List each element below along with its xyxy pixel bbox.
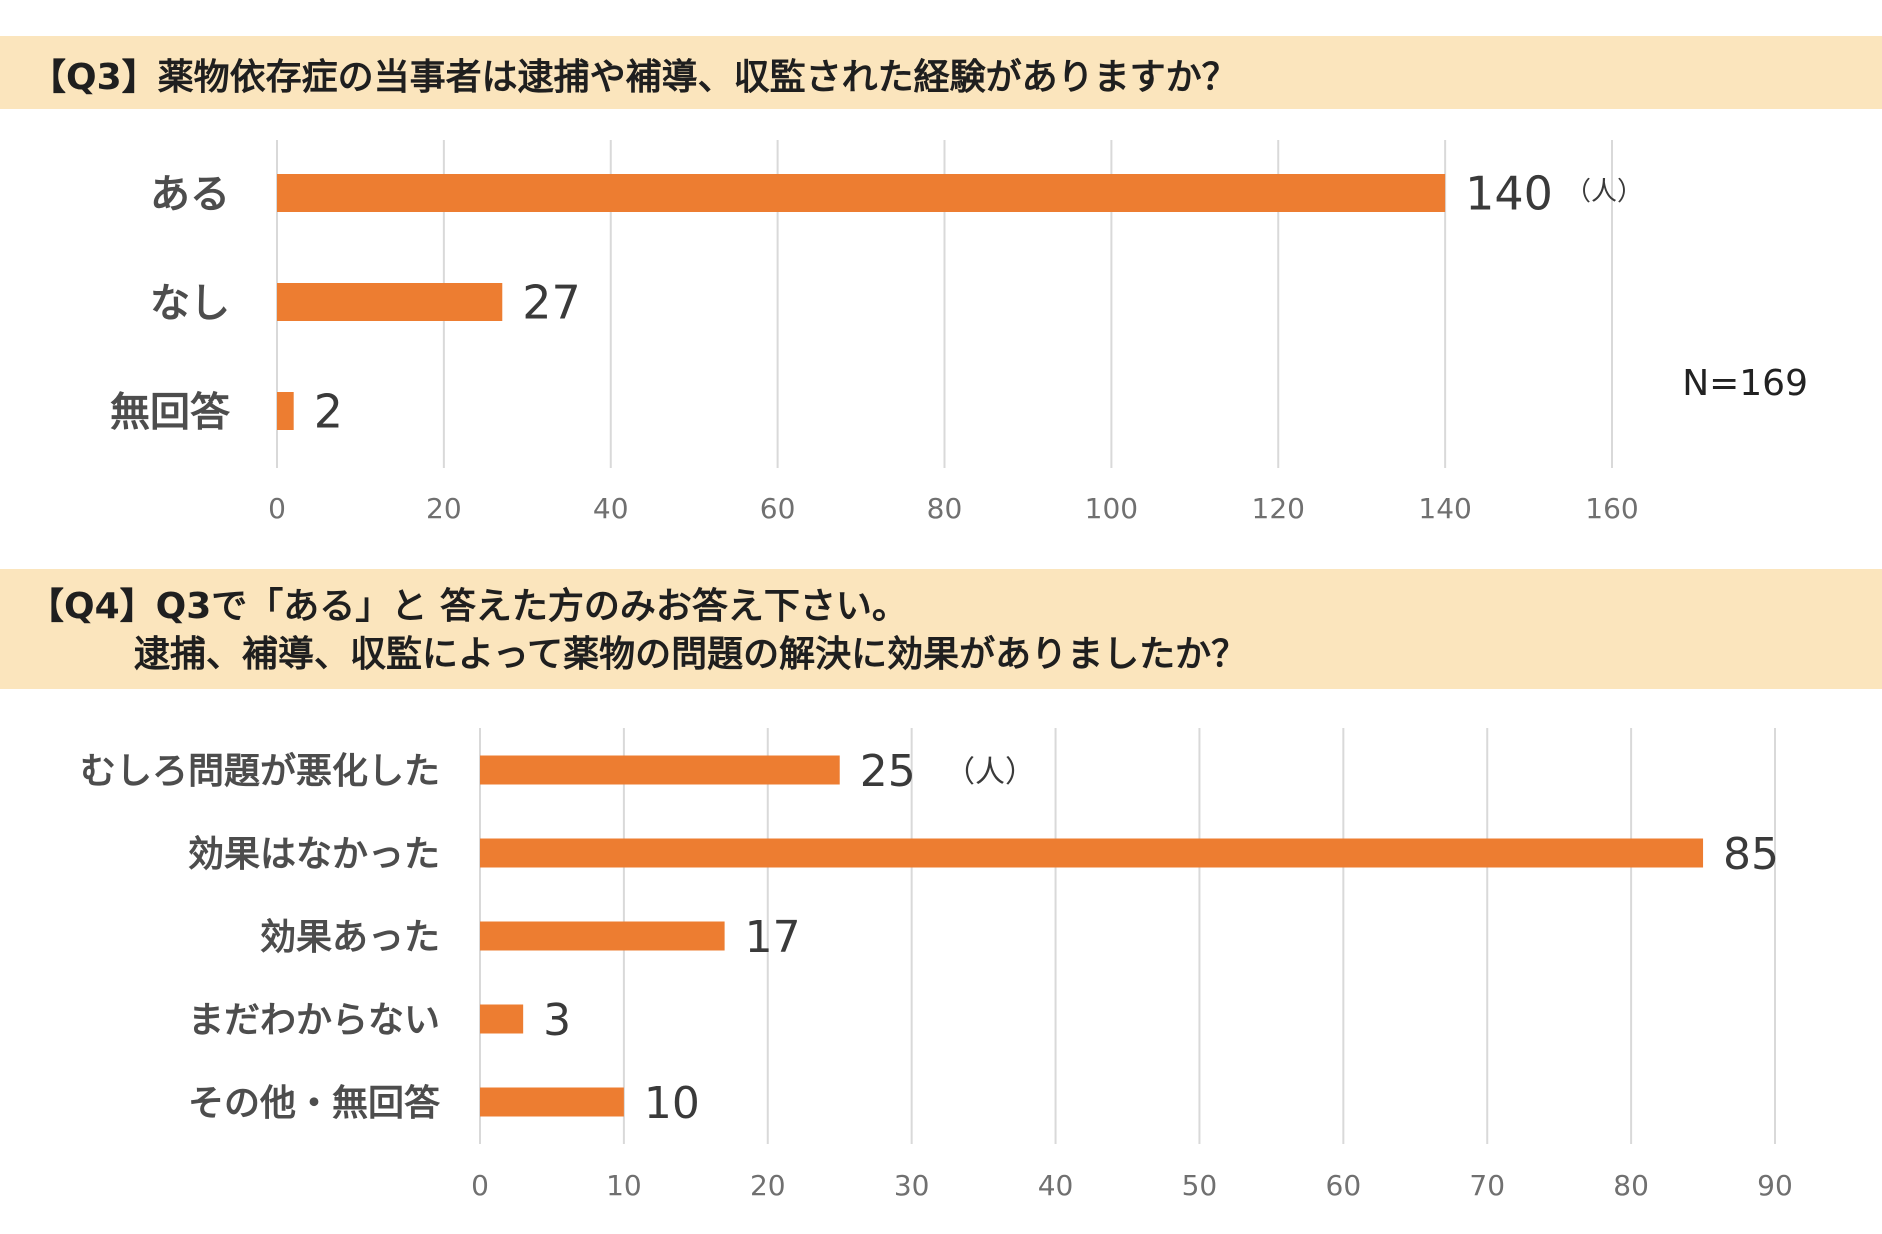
q4-value-label: 3 [543,995,571,1046]
q3-value-label: 140 [1465,167,1553,221]
q4-bar [480,1004,524,1034]
q3-tick-label: 100 [1085,492,1138,525]
q4-category-label: 効果あった [260,917,440,958]
q4-tick-label: 0 [471,1169,489,1202]
q3-question-title: 【Q3】薬物依存症の当事者は逮捕や補導、収監された経験がありますか？ [30,57,1238,98]
q4-value-label: 85 [1723,829,1779,880]
q4-tick-label: 30 [894,1169,930,1202]
q4-value-label: 25 [860,746,916,797]
q4-tick-label: 90 [1757,1169,1793,1202]
q4-category-label: むしろ問題が悪化した [80,751,440,792]
q4-tick-label: 20 [750,1169,786,1202]
q4-question-banner: 【Q4】Q3で「ある」と 答えた方のみお答え下さい。 逮捕、補導、収監によって薬… [0,569,1882,689]
q4-tick-label: 70 [1469,1169,1505,1202]
q4-category-label: 効果はなかった [188,834,440,875]
q4-bar [480,921,725,951]
q4-value-label: 17 [745,912,801,963]
q4-category-label: まだわからない [188,1000,440,1041]
q3-category-label: なし [150,280,230,326]
q3-bar [277,174,1446,212]
q3-value-label: 27 [522,276,581,330]
q3-unit-label: （人） [1565,177,1643,207]
q3-tick-label: 80 [927,492,963,525]
q3-tick-label: 0 [268,492,286,525]
q4-tick-label: 40 [1038,1169,1074,1202]
q3-question-banner: 【Q3】薬物依存症の当事者は逮捕や補導、収監された経験がありますか？ [0,36,1882,109]
q4-tick-label: 50 [1182,1169,1218,1202]
q3-value-label: 2 [314,385,343,439]
q4-value-label: 10 [644,1078,700,1129]
q4-bar-chart: 0 10 20 30 40 50 60 70 80 90 むしろ問題が悪化した 25 効果はなかった 85… [80,728,1793,1202]
q3-bar-chart: 0 20 40 60 80 100 120 140 160 ある 140 なし 27 無回答 2 （人） N=1… [110,140,1808,525]
q3-category-label: 無回答 [110,389,231,435]
q4-bar [480,755,840,785]
q4-bar [480,1087,624,1117]
q4-category-label: その他・無回答 [188,1083,441,1124]
q3-tick-label: 120 [1252,492,1305,525]
q4-tick-label: 60 [1326,1169,1362,1202]
q4-unit-label: （人） [945,755,1035,790]
q3-bar [277,283,503,321]
q4-tick-label: 80 [1613,1169,1649,1202]
q4-bar [480,838,1704,868]
q3-tick-label: 20 [426,492,462,525]
q3-category-label: ある [150,171,230,217]
q4-question-title-line1: 【Q4】Q3で「ある」と 答えた方のみお答え下さい。 [28,586,908,627]
q3-tick-label: 160 [1585,492,1638,525]
q3-bar [277,392,294,430]
q4-question-title-line2: 逮捕、補導、収監によって薬物の問題の解決に効果がありましたか？ [134,634,1248,675]
q3-sample-size-label: N=169 [1682,363,1808,404]
q3-tick-label: 60 [760,492,796,525]
q3-tick-label: 40 [593,492,629,525]
q3-tick-label: 140 [1418,492,1471,525]
q4-tick-label: 10 [606,1169,642,1202]
